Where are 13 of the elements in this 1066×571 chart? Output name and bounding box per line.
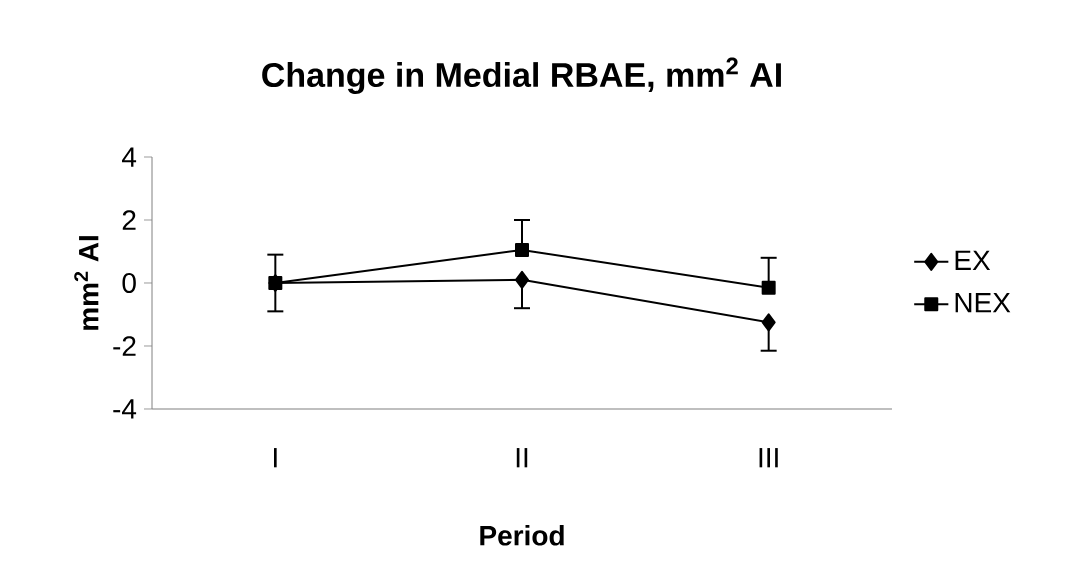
legend-label: NEX xyxy=(955,293,1011,313)
y-axis-title: mm$^{2}$ AI xyxy=(74,236,99,330)
y-tick-label: -4 xyxy=(113,399,137,419)
x-tick-label: II xyxy=(516,448,528,468)
x-axis-title: Period xyxy=(480,525,564,546)
y-tick-label: 4 xyxy=(121,147,137,167)
y-tick-label: 0 xyxy=(122,273,136,293)
chart-title: Change in Medial RBAE, mm$^{2}$ AI xyxy=(262,57,781,94)
y-tick-label: -2 xyxy=(113,336,136,356)
y-tick-label: 2 xyxy=(122,210,136,230)
x-tick-label: I xyxy=(274,448,277,468)
legend-label: EX xyxy=(955,250,991,270)
x-tick-label: III xyxy=(759,448,778,468)
